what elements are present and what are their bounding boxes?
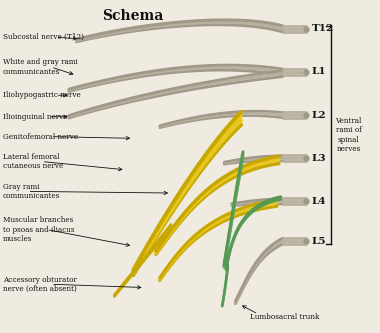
Text: T12: T12: [312, 24, 334, 33]
Text: Genitofemoral nerve: Genitofemoral nerve: [3, 133, 78, 141]
Text: Lateral femoral
cutaneous nerve: Lateral femoral cutaneous nerve: [3, 153, 63, 170]
Text: Lumbosacral trunk: Lumbosacral trunk: [250, 313, 319, 321]
Text: Muscular branches
to psoas and iliacus
muscles: Muscular branches to psoas and iliacus m…: [3, 216, 74, 243]
Text: Gray rami
communicantes: Gray rami communicantes: [3, 183, 60, 200]
Text: L1: L1: [312, 68, 326, 77]
Text: Iliohypogastric nerve: Iliohypogastric nerve: [3, 91, 80, 99]
Text: Subcostal nerve (T12): Subcostal nerve (T12): [3, 33, 84, 41]
Text: L3: L3: [312, 154, 326, 163]
Text: L2: L2: [312, 111, 326, 120]
Text: Accessory obturator
nerve (often absent): Accessory obturator nerve (often absent): [3, 276, 76, 293]
Text: White and gray rami
communicantes: White and gray rami communicantes: [3, 58, 78, 76]
Text: L4: L4: [312, 197, 326, 206]
Text: Schema: Schema: [103, 9, 164, 23]
Text: L5: L5: [312, 237, 326, 246]
Text: Ilioinguinal nerve: Ilioinguinal nerve: [3, 113, 67, 121]
Text: Ventral
rami of
spinal
nerves: Ventral rami of spinal nerves: [336, 117, 362, 153]
